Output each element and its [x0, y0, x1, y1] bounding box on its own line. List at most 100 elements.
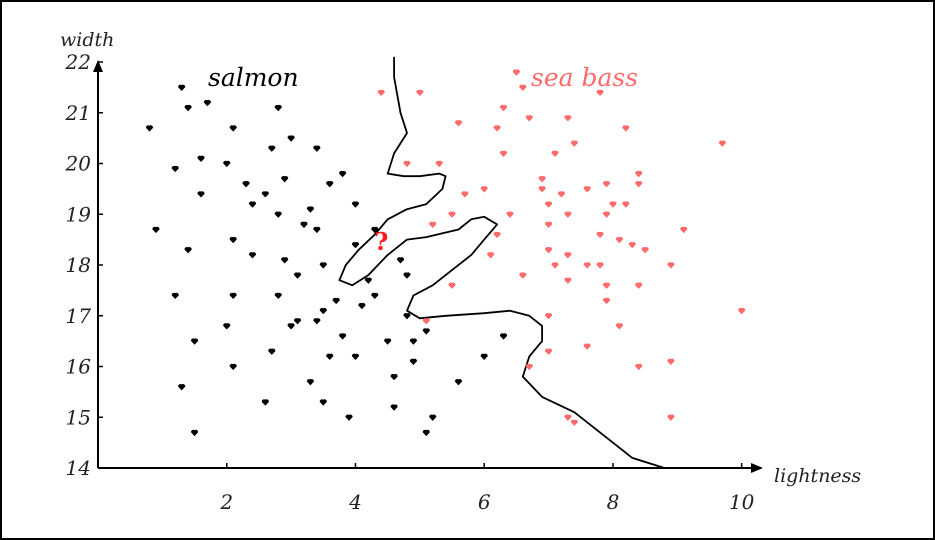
sea-bass-point	[448, 211, 456, 218]
salmon-point	[313, 226, 321, 234]
salmon-point	[358, 302, 366, 310]
salmon-point	[313, 318, 321, 325]
sea-bass-point	[422, 318, 430, 325]
salmon-point	[184, 247, 192, 254]
salmon-point	[499, 333, 508, 340]
salmon-point	[364, 277, 372, 284]
x-tick-label: 2	[219, 490, 233, 514]
sea-bass-point	[602, 181, 611, 188]
salmon-point	[178, 384, 186, 391]
y-tick-label: 16	[66, 355, 92, 379]
sea-bass-point	[448, 282, 456, 289]
x-tick-label: 8	[607, 490, 620, 514]
salmon-point	[248, 252, 257, 259]
sea-bass-point	[564, 414, 572, 421]
sea-bass-point	[602, 297, 611, 305]
x-tick-label: 6	[478, 490, 491, 514]
y-tick-label: 19	[66, 202, 92, 226]
sea-bass-point	[493, 125, 501, 132]
sea-bass-point	[551, 262, 559, 269]
sea-bass-point	[602, 211, 611, 218]
sea-bass-label: sea bass	[531, 63, 638, 92]
sea-bass-point	[564, 277, 572, 284]
salmon-point	[223, 160, 231, 168]
sea-bass-point	[544, 247, 553, 254]
x-tick-label: 4	[348, 490, 362, 514]
salmon-point	[390, 373, 398, 381]
salmon-point	[248, 201, 257, 208]
sea-bass-point	[493, 231, 501, 239]
y-tick-label: 20	[65, 152, 92, 176]
sea-bass-point	[506, 211, 514, 218]
sea-bass-point	[544, 313, 553, 320]
salmon-point	[281, 176, 289, 183]
y-tick-label: 22	[65, 50, 91, 74]
salmon-point	[319, 262, 327, 269]
salmon-point	[190, 338, 199, 345]
sea-bass-point	[667, 262, 675, 269]
salmon-point	[274, 211, 282, 218]
sea-bass-point	[435, 160, 443, 168]
salmon-point	[229, 363, 237, 371]
sea-bass-point	[512, 69, 521, 76]
salmon-point	[371, 292, 379, 300]
salmon-point	[261, 191, 269, 198]
salmon-point	[351, 241, 360, 249]
sea-bass-point	[564, 252, 572, 259]
sea-bass-point	[525, 363, 533, 371]
salmon-point	[313, 145, 321, 152]
sea-bass-point	[403, 160, 411, 168]
salmon-point	[338, 333, 347, 340]
y-tick-label: 14	[66, 456, 91, 480]
salmon-point	[396, 257, 405, 264]
sea-bass-point	[583, 343, 591, 350]
points-layer	[145, 69, 746, 437]
sea-bass-point	[454, 120, 463, 127]
sea-bass-point	[667, 414, 675, 421]
salmon-point	[422, 429, 430, 437]
salmon-point	[229, 125, 237, 132]
sea-bass-point	[551, 150, 559, 157]
sea-bass-point	[738, 307, 746, 315]
salmon-point	[454, 379, 463, 386]
salmon-point	[409, 358, 418, 366]
salmon-point	[268, 348, 276, 355]
sea-bass-point	[622, 201, 630, 208]
sea-bass-point	[583, 186, 591, 193]
salmon-point	[171, 165, 179, 173]
sea-bass-point	[570, 140, 578, 147]
decision-boundary-layer	[338, 56, 665, 469]
salmon-point	[152, 226, 160, 234]
y-tick-label: 21	[65, 101, 91, 125]
query-point: ?	[374, 227, 388, 256]
salmon-point	[197, 155, 205, 163]
salmon-point	[197, 191, 205, 198]
sea-bass-point	[557, 191, 566, 198]
salmon-point	[345, 414, 353, 421]
sea-bass-point	[525, 115, 533, 122]
salmon-point	[281, 257, 289, 264]
salmon-point	[229, 236, 237, 244]
salmon-point	[293, 272, 302, 279]
sea-bass-point	[499, 150, 508, 157]
salmon-point	[300, 221, 308, 228]
sea-bass-point	[480, 186, 488, 193]
salmon-point	[319, 399, 327, 406]
salmon-point	[145, 125, 154, 132]
salmon-label: salmon	[208, 63, 299, 92]
sea-bass-point	[615, 236, 623, 244]
salmon-point	[261, 399, 269, 406]
salmon-point	[274, 292, 282, 300]
salmon-point	[287, 323, 295, 330]
salmon-point	[190, 429, 199, 437]
sea-bass-point	[544, 348, 553, 355]
salmon-point	[306, 206, 315, 213]
sea-bass-point	[538, 176, 546, 183]
sea-bass-point	[718, 140, 726, 147]
sea-bass-point	[519, 84, 527, 91]
y-tick-label: 15	[66, 405, 91, 429]
sea-bass-point	[564, 115, 572, 122]
sea-bass-point	[519, 272, 527, 279]
sea-bass-point	[544, 221, 553, 228]
